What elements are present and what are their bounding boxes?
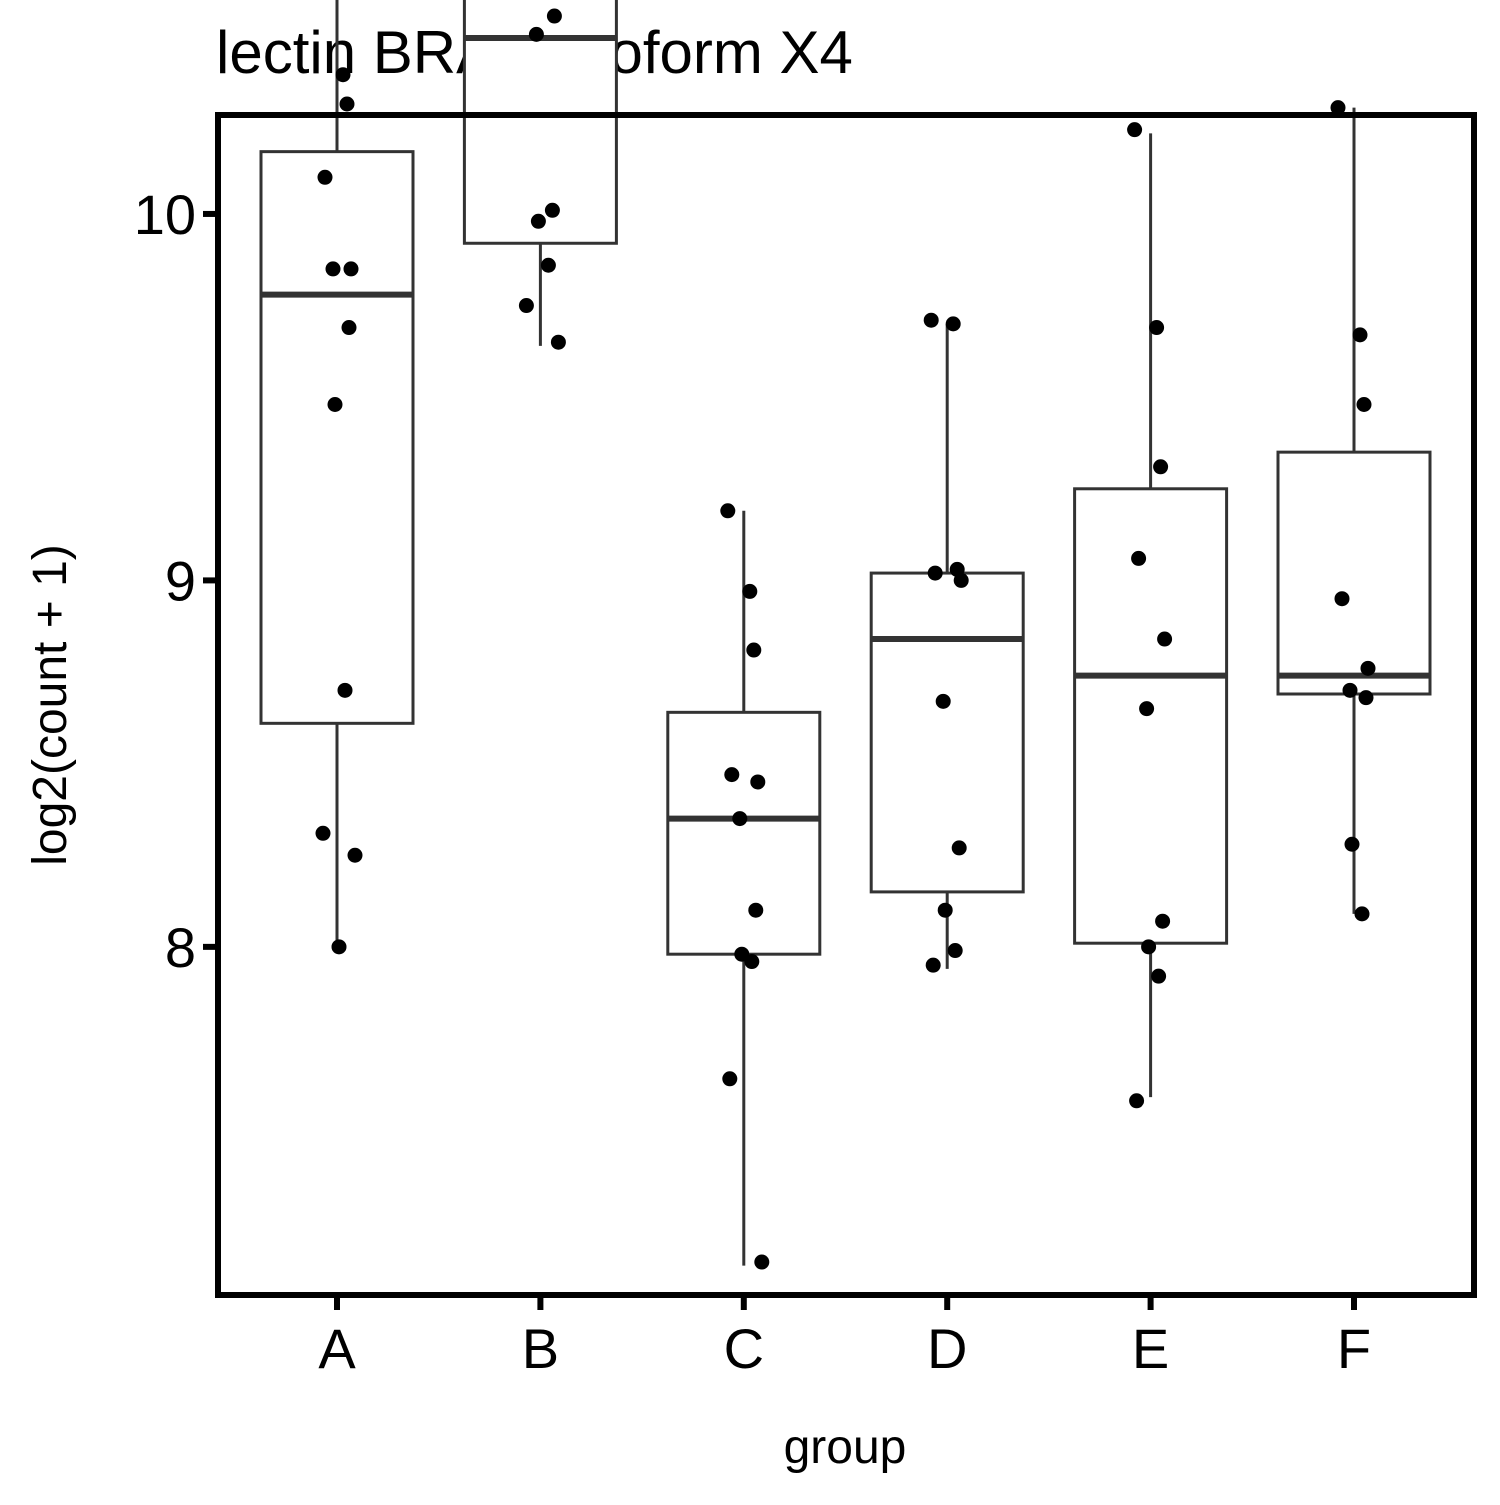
box-group-d — [869, 323, 1025, 969]
data-point — [724, 767, 740, 783]
points-group-e — [1127, 122, 1173, 1109]
data-point — [339, 96, 355, 112]
data-point — [953, 572, 969, 588]
y-tick-label: 10 — [134, 183, 196, 246]
x-tick-label: C — [724, 1317, 764, 1380]
data-point — [937, 902, 953, 918]
data-point — [550, 334, 566, 350]
box-iqr — [869, 571, 1025, 894]
data-point — [341, 320, 357, 336]
data-point — [1155, 913, 1171, 929]
box-iqr — [1073, 487, 1229, 945]
points-group-b — [518, 8, 566, 350]
data-point — [544, 202, 560, 218]
data-point — [927, 565, 943, 581]
data-point — [518, 298, 534, 314]
data-point — [317, 169, 333, 185]
data-point — [1157, 631, 1173, 647]
data-point — [1153, 459, 1169, 475]
data-point — [1356, 397, 1372, 413]
data-point — [540, 257, 556, 273]
data-point — [1131, 550, 1147, 566]
data-point — [546, 8, 562, 24]
points-group-c — [720, 503, 770, 1270]
data-point — [335, 67, 351, 83]
data-point — [1151, 968, 1167, 984]
data-point — [923, 312, 939, 328]
data-point — [746, 642, 762, 658]
y-tick-label: 9 — [165, 549, 196, 612]
x-tick-label: F — [1337, 1317, 1371, 1380]
data-point — [1334, 591, 1350, 607]
data-point — [1344, 836, 1360, 852]
data-point — [327, 397, 343, 413]
box-iqr — [666, 710, 822, 956]
data-point — [1360, 660, 1376, 676]
data-point — [951, 840, 967, 856]
data-point — [1352, 327, 1368, 343]
data-point — [337, 682, 353, 698]
data-point — [750, 774, 766, 790]
x-tick-label: D — [927, 1317, 967, 1380]
data-point — [1141, 939, 1157, 955]
y-axis-label: log2(count + 1) — [24, 544, 77, 866]
x-tick-label: E — [1132, 1317, 1169, 1380]
box-iqr — [1276, 450, 1432, 696]
data-point — [732, 811, 748, 827]
data-point — [1330, 100, 1346, 116]
data-point — [343, 261, 359, 277]
data-point — [748, 902, 764, 918]
points-group-d — [923, 312, 969, 973]
box-group-b — [462, 0, 618, 346]
box-group-a — [259, 0, 415, 947]
box-group-c — [666, 510, 822, 1266]
data-point — [754, 1254, 770, 1270]
data-point — [720, 503, 736, 519]
data-point — [1127, 122, 1143, 138]
axis-layer: 8 9 10 A B C D E F — [134, 183, 1371, 1380]
data-point — [530, 213, 546, 229]
data-point — [744, 954, 760, 970]
data-point — [925, 957, 941, 973]
points-group-f — [1330, 100, 1376, 922]
data-point — [1139, 701, 1155, 717]
data-point — [1342, 682, 1358, 698]
box-group-e — [1073, 133, 1229, 1098]
data-point — [947, 943, 963, 959]
data-point — [742, 583, 758, 599]
data-point — [331, 939, 347, 955]
data-point — [722, 1071, 738, 1087]
plot-layer — [259, 0, 1432, 1270]
data-point — [1129, 1093, 1145, 1109]
y-tick-label: 8 — [165, 916, 196, 979]
x-axis-label: group — [784, 1421, 907, 1474]
points-group-a — [315, 67, 363, 955]
x-tick-label: B — [522, 1317, 559, 1380]
data-point — [1358, 690, 1374, 706]
data-point — [315, 825, 331, 841]
data-point — [945, 316, 961, 332]
box-group-f — [1276, 107, 1432, 914]
data-point — [347, 847, 363, 863]
plot-frame — [215, 112, 1477, 1298]
data-point — [325, 261, 341, 277]
data-point — [1149, 320, 1165, 336]
data-point — [528, 26, 544, 42]
x-tick-label: A — [318, 1317, 356, 1380]
data-point — [935, 693, 951, 709]
box-iqr — [259, 150, 415, 725]
data-point — [1354, 906, 1370, 922]
